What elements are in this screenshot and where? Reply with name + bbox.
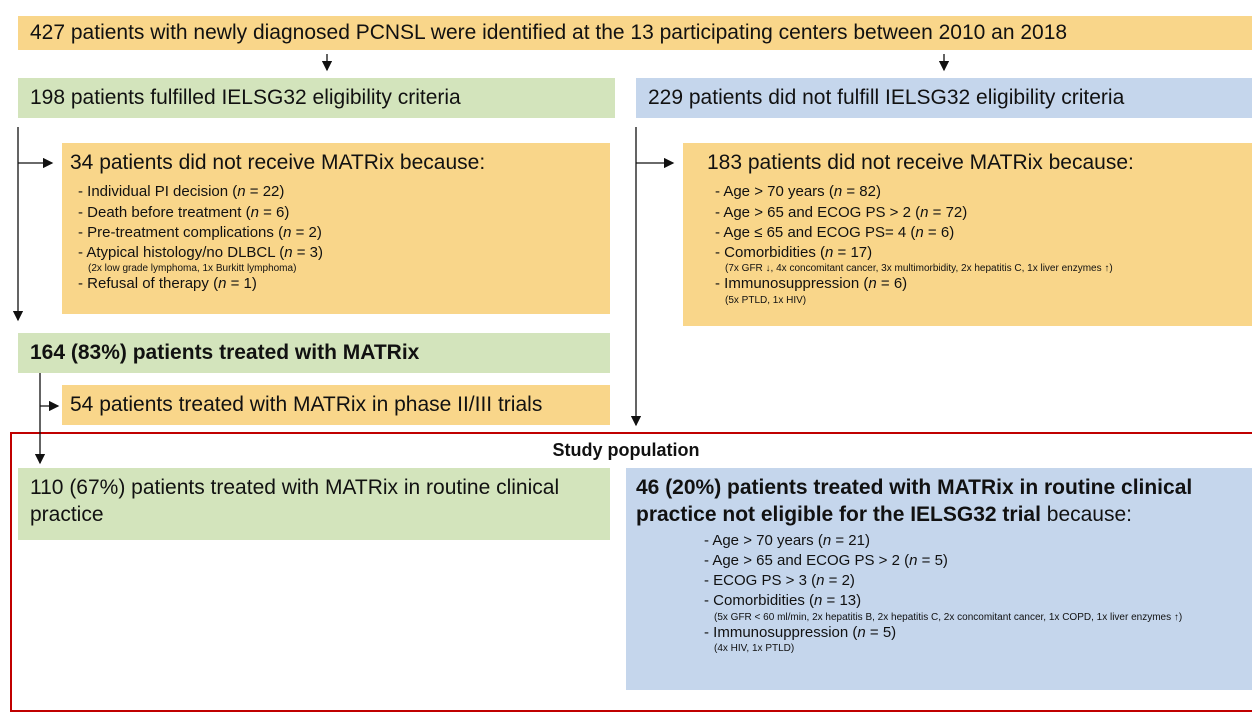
reason-item: - Comorbidities (n = 17) (7x GFR ↓, 4x co…	[715, 243, 1240, 274]
reason-list: - Individual PI decision (n = 22) - Death…	[70, 182, 598, 294]
reason-variable: n	[857, 623, 866, 641]
reason-note: (4x HIV, 1x PTLD)	[714, 642, 795, 654]
reason-count: = 72)	[928, 203, 968, 221]
reason-text: - Age > 65 and ECOG PS > 2 (	[704, 551, 910, 569]
reason-item: - Immunosuppression (n = 6) (5x PTLD, 1x …	[715, 274, 1240, 305]
reason-text: - Immunosuppression (	[704, 623, 858, 641]
treated-text: 164 (83%) patients treated with MATRix	[30, 341, 420, 364]
not-eligible-box: 229 patients did not fulfill IELSG32 eli…	[636, 78, 1252, 118]
reason-text: - Immunosuppression (	[715, 275, 869, 293]
reason-variable: n	[816, 572, 825, 590]
box-title-bold: 46 (20%) patients treated with MATRix in…	[636, 476, 1193, 527]
reason-count: = 6)	[258, 203, 290, 221]
reason-list: - Age > 70 years (n = 82) - Age > 65 and …	[707, 182, 1240, 305]
reason-text: - Age > 70 years (	[704, 531, 823, 549]
header-text: 427 patients with newly diagnosed PCNSL …	[30, 21, 1068, 44]
reason-variable: n	[284, 244, 293, 262]
reason-count: = 1)	[226, 275, 257, 293]
eligible-box: 198 patients fulfilled IELSG32 eligibili…	[18, 78, 615, 118]
trials-box: 54 patients treated with MATRix in phase…	[62, 385, 610, 425]
reason-variable: n	[237, 183, 246, 201]
reason-text: - ECOG PS > 3 (	[704, 572, 817, 590]
reason-count: = 17)	[833, 244, 873, 262]
reason-text: - Individual PI decision (	[78, 183, 238, 201]
reason-note: (5x PTLD, 1x HIV)	[725, 294, 807, 306]
routine-text: 110 (67%) patients treated with MATRix i…	[30, 476, 560, 527]
reason-text: - Atypical histology/no DLBCL (	[78, 244, 285, 262]
reason-count: = 5)	[865, 623, 897, 641]
eligible-text: 198 patients fulfilled IELSG32 eligibili…	[30, 86, 461, 109]
reason-text: - Age > 65 and ECOG PS > 2 (	[715, 203, 921, 221]
left-excluded-box: 34 patients did not receive MATRix becau…	[62, 143, 610, 314]
reason-variable: n	[283, 223, 292, 241]
reason-item: - Age ≤ 65 and ECOG PS= 4 (n = 6)	[715, 223, 1240, 243]
box-title: 183 patients did not receive MATRix beca…	[707, 151, 1134, 174]
reason-count: = 2)	[824, 572, 855, 590]
reason-variable: n	[218, 275, 227, 293]
reason-item: - Refusal of therapy (n = 1)	[78, 274, 598, 294]
reason-item: - ECOG PS > 3 (n = 2)	[704, 571, 1240, 591]
reason-count: = 13)	[822, 592, 862, 610]
reason-item: - Death before treatment (n = 6)	[78, 203, 598, 223]
reason-count: = 21)	[831, 531, 870, 549]
reason-note: (7x GFR ↓, 4x concomitant cancer, 3x mul…	[725, 263, 1113, 275]
reason-text: - Death before treatment (	[78, 203, 251, 221]
reason-item: - Pre-treatment complications (n = 2)	[78, 223, 598, 243]
reason-text: - Pre-treatment complications (	[78, 223, 284, 241]
reason-count: = 82)	[842, 183, 881, 201]
reason-count: = 6)	[923, 223, 955, 241]
treated-box: 164 (83%) patients treated with MATRix	[18, 333, 610, 373]
box-title: 34 patients did not receive MATRix becau…	[70, 151, 486, 174]
reason-variable: n	[814, 592, 823, 610]
right-excluded-box: 183 patients did not receive MATRix beca…	[683, 143, 1252, 326]
reason-count: = 2)	[291, 223, 322, 241]
reason-variable: n	[822, 531, 832, 549]
reason-item: - Individual PI decision (n = 22)	[78, 182, 598, 202]
box-title-rest: because:	[1040, 503, 1133, 527]
reason-text: - Comorbidities (	[704, 592, 815, 610]
routine-ineligible-box: 46 (20%) patients treated with MATRix in…	[626, 468, 1252, 690]
reason-item: - Age > 65 and ECOG PS > 2 (n = 5)	[704, 551, 1240, 571]
reason-variable: n	[909, 551, 918, 569]
reason-note: (5x GFR < 60 ml/min, 2x hepatitis B, 2x …	[714, 611, 1183, 623]
header-box: 427 patients with newly diagnosed PCNSL …	[18, 16, 1252, 50]
routine-box: 110 (67%) patients treated with MATRix i…	[18, 468, 610, 540]
reason-item: - Age > 65 and ECOG PS > 2 (n = 72)	[715, 203, 1240, 223]
reason-text: - Age > 70 years (	[715, 183, 834, 201]
trials-text: 54 patients treated with MATRix in phase…	[70, 393, 543, 416]
reason-text: - Comorbidities (	[715, 244, 826, 262]
study-title: Study population	[552, 440, 700, 460]
reason-count: = 5)	[917, 551, 948, 569]
reason-count: = 22)	[245, 183, 285, 201]
reason-note: (2x low grade lymphoma, 1x Burkitt lymph…	[88, 263, 297, 275]
reason-count: = 3)	[292, 244, 323, 262]
reason-variable: n	[833, 183, 843, 201]
reason-variable: n	[920, 203, 929, 221]
reason-variable: n	[825, 244, 834, 262]
reason-variable: n	[868, 275, 877, 293]
reason-text: - Age ≤ 65 and ECOG PS= 4 (	[715, 223, 916, 241]
reason-count: = 6)	[876, 275, 908, 293]
reason-list: - Age > 70 years (n = 21) - Age > 65 and …	[636, 531, 1240, 654]
reason-text: - Refusal of therapy (	[78, 275, 219, 293]
reason-item: - Immunosuppression (n = 5) (4x HIV, 1x P…	[704, 623, 1240, 654]
not-eligible-text: 229 patients did not fulfill IELSG32 eli…	[648, 86, 1125, 109]
reason-variable: n	[250, 203, 259, 221]
reason-item: - Comorbidities (n = 13) (5x GFR < 60 ml/…	[704, 591, 1240, 622]
reason-item: - Age > 70 years (n = 21)	[704, 531, 1240, 551]
reason-item: - Age > 70 years (n = 82)	[715, 182, 1240, 202]
reason-variable: n	[915, 223, 924, 241]
reason-item: - Atypical histology/no DLBCL (n = 3) (2x…	[78, 243, 598, 274]
